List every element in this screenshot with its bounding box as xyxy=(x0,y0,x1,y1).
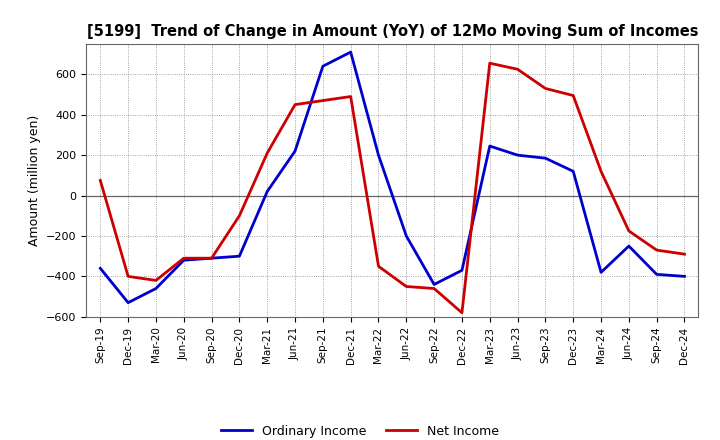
Ordinary Income xyxy=(597,270,606,275)
Net Income xyxy=(458,310,467,315)
Ordinary Income xyxy=(513,153,522,158)
Net Income xyxy=(513,66,522,72)
Ordinary Income xyxy=(458,268,467,273)
Ordinary Income xyxy=(569,169,577,174)
Ordinary Income xyxy=(624,243,633,249)
Net Income xyxy=(569,93,577,98)
Ordinary Income xyxy=(96,266,104,271)
Ordinary Income xyxy=(485,143,494,149)
Ordinary Income xyxy=(541,155,550,161)
Net Income xyxy=(124,274,132,279)
Net Income xyxy=(652,247,661,253)
Y-axis label: Amount (million yen): Amount (million yen) xyxy=(27,115,40,246)
Net Income xyxy=(624,228,633,234)
Net Income xyxy=(485,61,494,66)
Ordinary Income xyxy=(152,286,161,291)
Net Income xyxy=(291,102,300,107)
Ordinary Income xyxy=(124,300,132,305)
Ordinary Income xyxy=(179,257,188,263)
Net Income xyxy=(541,86,550,91)
Line: Ordinary Income: Ordinary Income xyxy=(100,52,685,303)
Net Income xyxy=(263,150,271,156)
Net Income xyxy=(430,286,438,291)
Ordinary Income xyxy=(374,153,383,158)
Net Income xyxy=(235,213,243,218)
Net Income xyxy=(96,178,104,183)
Ordinary Income xyxy=(207,256,216,261)
Ordinary Income xyxy=(402,233,410,238)
Net Income xyxy=(374,264,383,269)
Ordinary Income xyxy=(680,274,689,279)
Net Income xyxy=(207,256,216,261)
Ordinary Income xyxy=(652,272,661,277)
Net Income xyxy=(179,256,188,261)
Ordinary Income xyxy=(346,49,355,55)
Net Income xyxy=(318,98,327,103)
Ordinary Income xyxy=(263,189,271,194)
Line: Net Income: Net Income xyxy=(100,63,685,313)
Title: [5199]  Trend of Change in Amount (YoY) of 12Mo Moving Sum of Incomes: [5199] Trend of Change in Amount (YoY) o… xyxy=(86,24,698,39)
Net Income xyxy=(152,278,161,283)
Net Income xyxy=(597,169,606,174)
Ordinary Income xyxy=(235,253,243,259)
Net Income xyxy=(346,94,355,99)
Legend: Ordinary Income, Net Income: Ordinary Income, Net Income xyxy=(216,420,504,440)
Ordinary Income xyxy=(430,282,438,287)
Ordinary Income xyxy=(291,148,300,154)
Net Income xyxy=(680,252,689,257)
Ordinary Income xyxy=(318,64,327,69)
Net Income xyxy=(402,284,410,289)
